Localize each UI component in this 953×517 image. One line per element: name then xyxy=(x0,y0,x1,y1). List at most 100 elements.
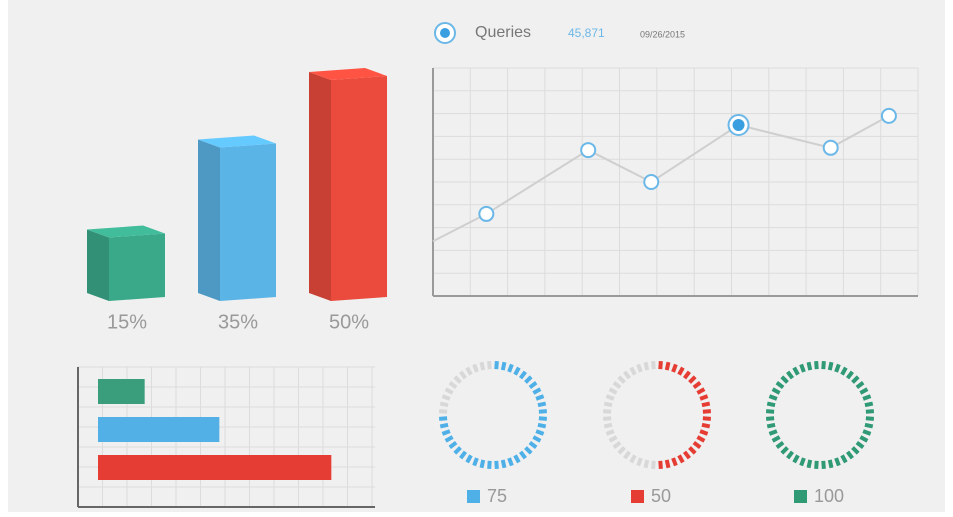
legend-swatch xyxy=(467,490,480,503)
donut-tick xyxy=(701,401,711,408)
donut xyxy=(602,360,712,470)
donut-tick xyxy=(765,416,775,421)
donut-tick xyxy=(766,401,776,408)
donut-tick xyxy=(677,366,685,376)
donut-tick xyxy=(507,457,514,467)
donut-tick xyxy=(629,454,637,464)
donut-tick xyxy=(806,459,813,469)
donut-tick xyxy=(688,375,697,384)
donut-tick xyxy=(608,387,618,395)
point xyxy=(580,142,597,159)
donut-tick xyxy=(771,435,781,443)
donut-tick xyxy=(537,401,547,408)
donut-tick xyxy=(664,459,671,469)
bar xyxy=(98,455,332,480)
donut-tick xyxy=(507,363,514,373)
donut-tick xyxy=(479,459,486,469)
donut-tick xyxy=(865,409,875,414)
bar-top xyxy=(309,68,387,80)
donut-tick xyxy=(453,446,462,455)
donut-tick xyxy=(465,454,473,464)
donut-tick xyxy=(786,450,795,460)
donut-tick xyxy=(834,457,841,467)
donut-tick xyxy=(500,459,507,469)
donut-tick xyxy=(494,360,499,370)
donut-tick xyxy=(459,450,468,460)
donut-tick xyxy=(775,381,785,390)
donut-tick xyxy=(441,394,451,401)
donut-tick xyxy=(692,381,702,390)
donut-tick xyxy=(688,446,697,455)
donut-tick xyxy=(453,375,462,384)
donut-tick xyxy=(532,435,542,443)
bar-front xyxy=(109,233,165,301)
donut-tick xyxy=(487,360,492,370)
donut-tick xyxy=(771,387,781,395)
donut-tick xyxy=(862,394,872,401)
legend-label: 50 xyxy=(651,486,671,506)
donut-tick xyxy=(623,450,632,460)
legend-label: Queries xyxy=(475,24,531,41)
donut-tick xyxy=(500,361,507,371)
donut-tick xyxy=(806,361,813,371)
donut-tick xyxy=(537,422,547,429)
donut-tick xyxy=(859,387,869,395)
donut-tick xyxy=(859,435,869,443)
donut-tick xyxy=(682,450,691,460)
legend-swatch xyxy=(631,490,644,503)
donut-tick xyxy=(671,457,678,467)
legend-dot xyxy=(440,28,450,38)
legend-label: 100 xyxy=(814,486,844,506)
donut-tick xyxy=(487,460,492,470)
donut-tick xyxy=(792,366,800,376)
legend-swatch xyxy=(794,490,807,503)
donut-tick xyxy=(602,416,612,421)
donut-tick xyxy=(768,429,778,436)
donut-tick xyxy=(643,361,650,371)
donut-tick xyxy=(518,450,527,460)
donut-tick xyxy=(765,409,775,414)
donut-tick xyxy=(513,454,521,464)
bar xyxy=(98,417,220,442)
bar xyxy=(87,225,165,301)
donut-tick xyxy=(617,375,626,384)
donut-tick xyxy=(603,422,613,429)
donut-tick xyxy=(699,429,709,436)
point xyxy=(478,205,495,222)
donut xyxy=(438,360,548,470)
donut-tick xyxy=(444,387,454,395)
donut-tick xyxy=(535,394,545,401)
donut-tick xyxy=(524,375,533,384)
donut-tick xyxy=(699,394,709,401)
donut-tick xyxy=(865,416,875,421)
legend-label: 75 xyxy=(487,486,507,506)
donut-tick xyxy=(518,370,527,380)
point-core xyxy=(732,119,745,131)
donut-tick xyxy=(702,416,712,421)
donut-tick xyxy=(696,435,706,443)
donut-tick xyxy=(814,460,819,470)
bar xyxy=(309,68,387,301)
donut-tick xyxy=(658,360,663,370)
donut-tick xyxy=(768,394,778,401)
donut-tick xyxy=(851,446,860,455)
donut-tick xyxy=(814,360,819,370)
donut-tick xyxy=(439,401,449,408)
point xyxy=(822,139,839,156)
donut-tick xyxy=(682,370,691,380)
bar-side xyxy=(309,72,331,301)
donut-tick xyxy=(845,370,854,380)
donut-tick xyxy=(786,370,795,380)
donut-tick xyxy=(696,387,706,395)
donut-tick xyxy=(692,440,702,449)
donut-tick xyxy=(524,446,533,455)
donut-tick xyxy=(465,366,473,376)
donut-tick xyxy=(792,454,800,464)
donut-tick xyxy=(538,409,548,414)
donut-tick xyxy=(855,440,865,449)
donut-tick xyxy=(864,422,874,429)
donut-tick xyxy=(459,370,468,380)
donut-tick xyxy=(636,457,643,467)
donut-tick xyxy=(845,450,854,460)
